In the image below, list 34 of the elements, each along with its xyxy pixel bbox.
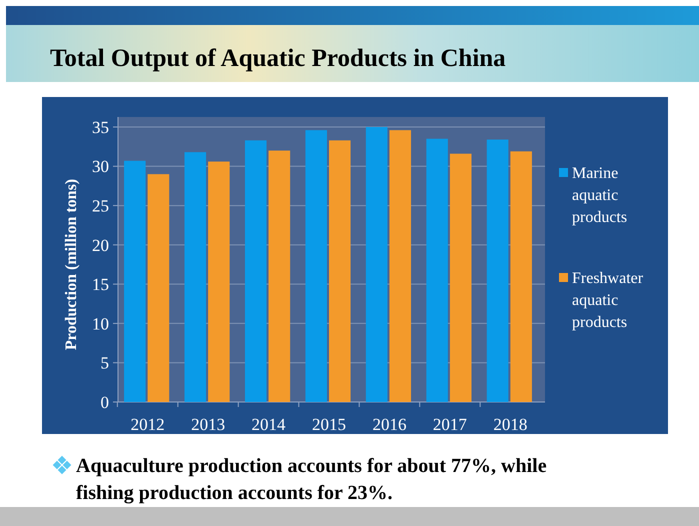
bar: [486, 140, 508, 402]
y-tick-label: 10: [92, 314, 109, 334]
y-tick-label: 20: [92, 236, 109, 255]
x-tick-label: 2015: [312, 415, 346, 434]
text: Aquaculture production accounts for about 77%, while fishing production accounts for 23%.: [76, 455, 547, 504]
x-tick-label: 2018: [493, 415, 528, 434]
bar: [148, 174, 170, 402]
bar: [305, 130, 327, 402]
bar: [184, 152, 206, 402]
legend-label: Freshwater aquatic products: [572, 270, 644, 331]
y-tick-label: 25: [92, 196, 109, 216]
bar: [124, 160, 146, 402]
x-tick-label: 2012: [130, 415, 165, 434]
y-tick-label: 30: [92, 157, 109, 176]
x-tick-label: 2013: [191, 415, 226, 434]
bar: [450, 154, 472, 402]
bar: [510, 151, 532, 402]
y-tick-label: 5: [100, 354, 109, 373]
bar: [329, 140, 351, 402]
y-tick-label: 15: [92, 275, 109, 294]
bar: [366, 127, 388, 402]
x-tick-label: 2014: [252, 415, 286, 434]
y-tick-label: 0: [100, 392, 109, 412]
bar: [389, 130, 412, 402]
x-tick-label: 2016: [372, 415, 406, 434]
y-tick-label: 35: [92, 118, 109, 137]
bar: [268, 150, 290, 402]
legend-label: Marine aquatic products: [572, 165, 628, 226]
y-axis-title: Production (million tons): [63, 178, 80, 350]
bar: [208, 162, 230, 402]
bar: [426, 138, 448, 402]
chart-title: Total Output of Aquatic Products in China: [50, 45, 506, 72]
x-tick-label: 2017: [432, 415, 468, 434]
bar: [244, 140, 267, 402]
